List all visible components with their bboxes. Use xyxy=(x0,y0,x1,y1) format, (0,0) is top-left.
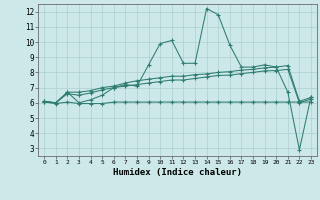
X-axis label: Humidex (Indice chaleur): Humidex (Indice chaleur) xyxy=(113,168,242,177)
